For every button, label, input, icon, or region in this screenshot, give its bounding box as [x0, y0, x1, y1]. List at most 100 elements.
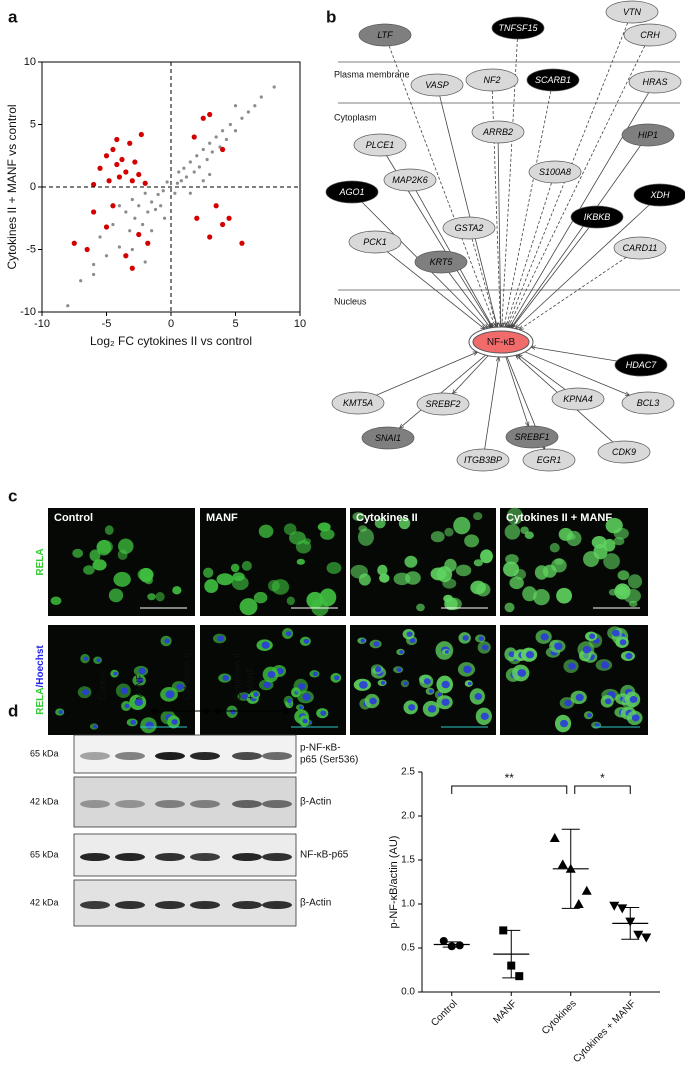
nucleus [568, 662, 576, 670]
nucleus [267, 670, 276, 679]
x-tick-label: -10 [34, 318, 50, 330]
column-label: Cytokines II + MANF [506, 512, 612, 524]
node [361, 426, 415, 450]
band [115, 800, 145, 808]
edge [505, 356, 529, 426]
edge [386, 251, 484, 329]
cell [216, 573, 234, 586]
node-label: KRT5 [430, 257, 454, 267]
nucleus [134, 698, 143, 707]
edge [518, 355, 566, 390]
point [226, 215, 232, 221]
cell [613, 527, 629, 540]
nucleus [92, 724, 98, 729]
node [353, 133, 407, 157]
nucleus [138, 667, 146, 675]
hub-node [472, 330, 530, 354]
nucleus [164, 638, 170, 644]
point [114, 136, 120, 143]
node-label: LTF [377, 30, 393, 40]
point [207, 111, 213, 118]
point [117, 245, 121, 249]
nucleus [124, 703, 130, 709]
cell [320, 528, 335, 540]
nucleus [82, 689, 90, 696]
point [141, 222, 145, 227]
point [156, 192, 160, 197]
nucleus [165, 690, 175, 699]
compartment-label: Plasma membrane [334, 69, 410, 79]
cell [509, 576, 524, 590]
point [455, 941, 464, 950]
edge [376, 352, 477, 396]
lane-label: Cytokines II [232, 653, 242, 700]
point [208, 172, 212, 177]
point [138, 131, 144, 138]
nucleus [508, 651, 515, 658]
edge [471, 238, 497, 327]
micrograph [350, 508, 496, 616]
cell [258, 524, 274, 538]
nucleus [462, 635, 469, 641]
point [207, 234, 213, 240]
point [150, 200, 154, 204]
cell [139, 567, 154, 583]
point [128, 229, 132, 233]
point [557, 859, 568, 869]
significance-label: ** [505, 771, 515, 785]
row-label: β-Actin [300, 898, 331, 909]
cell [442, 578, 457, 589]
compartment-label: Cytoplasm [334, 112, 377, 122]
nucleus [594, 722, 600, 728]
nucleus [409, 637, 416, 643]
band [80, 800, 110, 808]
cell [404, 555, 418, 568]
point [188, 191, 192, 195]
edge [400, 354, 486, 428]
node [331, 391, 385, 415]
point [92, 272, 96, 277]
node-label: VASP [425, 80, 449, 90]
point [110, 203, 116, 209]
cell [549, 542, 560, 553]
point [192, 170, 196, 174]
point [145, 240, 151, 246]
cell [505, 554, 519, 565]
lane-label: + MANF [245, 666, 255, 700]
cell [506, 507, 524, 525]
cell [108, 588, 124, 603]
cell [241, 560, 252, 571]
cell [83, 565, 95, 575]
point [129, 178, 135, 184]
panel-label: d [8, 701, 18, 720]
hub-label: NF-κB [487, 337, 516, 348]
cell [617, 586, 628, 596]
node-label: GSTA2 [455, 223, 484, 233]
node [348, 230, 402, 254]
point [240, 116, 244, 120]
point [124, 210, 128, 214]
edge [531, 347, 617, 362]
nucleus [480, 712, 489, 720]
nucleus [298, 705, 304, 710]
point [127, 140, 133, 146]
point [137, 204, 141, 208]
panel-label: b [326, 7, 336, 26]
cell [533, 588, 550, 606]
cell [377, 564, 388, 576]
nucleus [582, 645, 592, 654]
nucleus [540, 633, 549, 641]
y-axis-label: p-NF-κB/actin (AU) [388, 836, 400, 929]
x-tick-label: Control [429, 998, 460, 1029]
lane-label: Control [97, 671, 107, 700]
node [505, 425, 559, 449]
row-label-part: RELA [35, 688, 46, 715]
nucleus [302, 718, 308, 724]
point [220, 146, 226, 153]
nucleus [525, 651, 535, 659]
size-label: 65 kDa [30, 748, 59, 758]
band [232, 853, 262, 861]
point [91, 209, 97, 215]
point [98, 235, 102, 239]
